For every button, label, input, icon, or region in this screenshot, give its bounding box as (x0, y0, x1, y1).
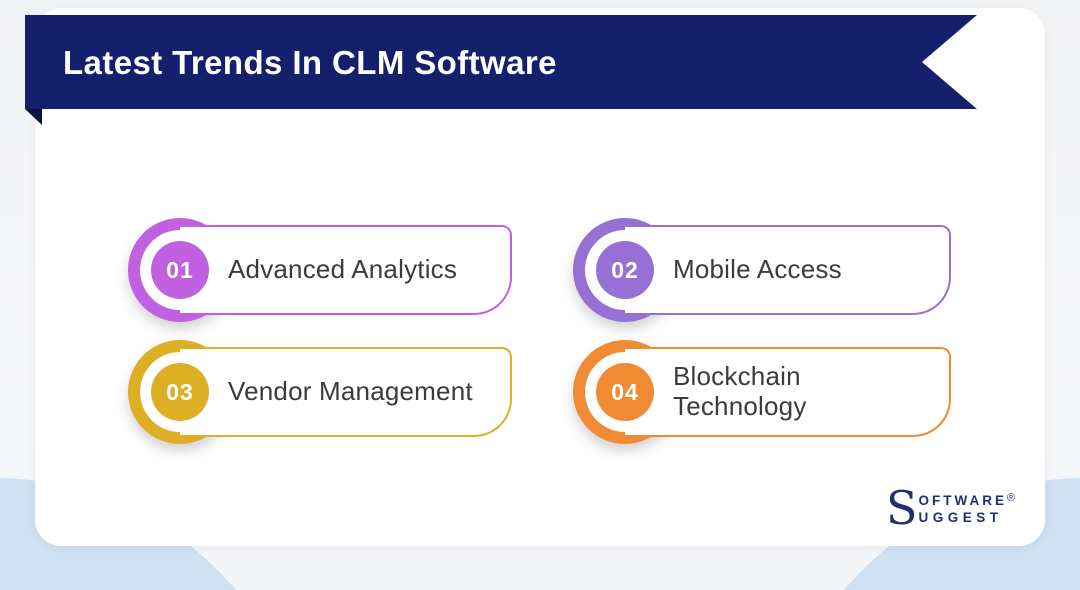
logo-initial: S (886, 481, 918, 535)
item-pill: Blockchain Technology (625, 347, 951, 437)
item-label: Vendor Management (228, 376, 473, 407)
page-title: Latest Trends In CLM Software (63, 44, 557, 81)
item-pill: Vendor Management (180, 347, 512, 437)
trend-item-mobile-access: Mobile Access 02 (573, 218, 951, 322)
item-pill: Advanced Analytics (180, 225, 512, 315)
logo-word-suggest: UGGEST (918, 510, 1003, 525)
logo-word-software: OFTWARE® (918, 492, 1016, 510)
item-label: Mobile Access (673, 254, 842, 285)
trend-item-vendor-management: Vendor Management 03 (128, 340, 512, 444)
trend-item-advanced-analytics: Advanced Analytics 01 (128, 218, 512, 322)
logo-wordmark: OFTWARE® UGGEST (918, 490, 1016, 526)
item-label: Advanced Analytics (228, 254, 458, 285)
title-banner: Latest Trends In CLM Software (25, 15, 977, 109)
item-number: 01 (151, 241, 209, 299)
brand-logo: S OFTWARE® UGGEST (886, 481, 1016, 535)
item-number: 02 (596, 241, 654, 299)
item-pill: Mobile Access (625, 225, 951, 315)
item-number: 03 (151, 363, 209, 421)
banner-fold (25, 109, 42, 125)
item-number: 04 (596, 363, 654, 421)
trend-item-blockchain-technology: Blockchain Technology 04 (573, 340, 951, 444)
registered-mark-icon: ® (1007, 492, 1016, 504)
logo-word-software-text: OFTWARE (918, 493, 1008, 508)
item-label: Blockchain Technology (673, 361, 807, 421)
